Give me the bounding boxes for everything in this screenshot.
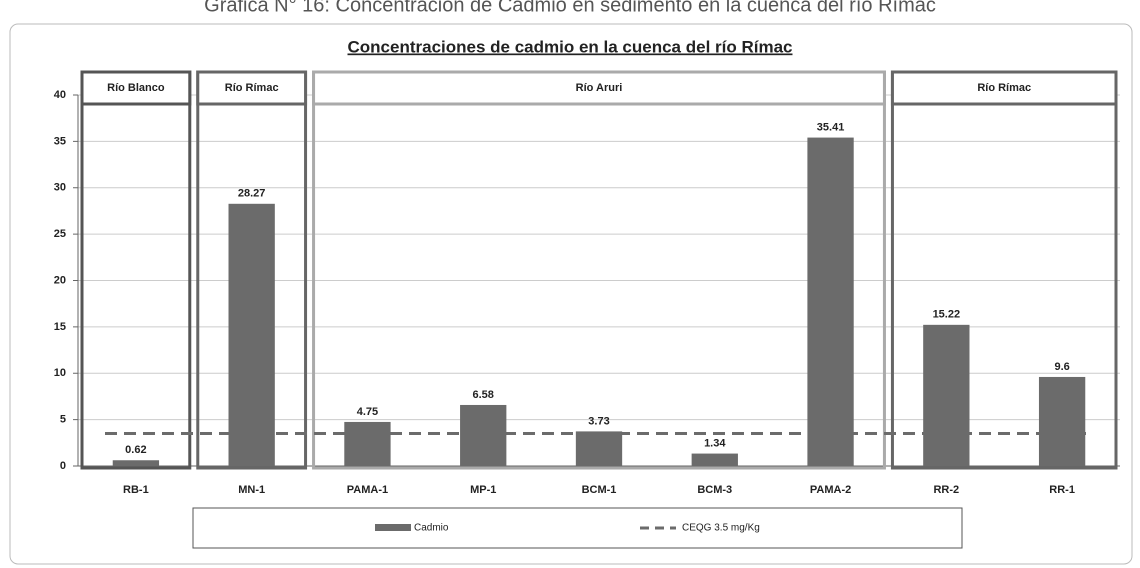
legend-swatch: [375, 524, 411, 531]
x-tick-label: MP-1: [470, 484, 496, 496]
chart-title: Concentraciones de cadmio en la cuenca d…: [348, 37, 793, 56]
y-tick-label: 10: [54, 367, 66, 379]
bar: [460, 404, 507, 466]
bar: [807, 137, 854, 466]
bar: [112, 460, 160, 466]
y-tick-label: 40: [54, 89, 66, 101]
group-header: [312, 70, 886, 106]
data-label: 15.22: [933, 309, 961, 321]
x-tick-label: RR-2: [933, 484, 959, 496]
x-tick-label: RB-1: [123, 484, 149, 496]
y-tick-label: 35: [54, 135, 66, 147]
x-tick-label: BCM-3: [697, 484, 732, 496]
data-label: 9.6: [1054, 361, 1069, 373]
y-tick-label: 25: [54, 228, 66, 240]
bar: [228, 203, 275, 466]
group-label: Río Blanco: [107, 82, 165, 94]
x-tick-label: MN-1: [238, 484, 265, 496]
group-label: Río Aruri: [576, 82, 623, 94]
group-header: [80, 70, 192, 106]
data-label: 0.62: [125, 444, 146, 456]
data-label: 35.41: [817, 121, 845, 133]
y-tick-label: 20: [54, 274, 66, 286]
data-label: 4.75: [357, 406, 378, 418]
legend-box: [192, 507, 963, 549]
caption: Gráfica N° 16: Concentración de Cadmio e…: [204, 0, 936, 16]
bar: [575, 431, 623, 466]
data-label: 1.34: [704, 437, 726, 449]
y-tick-label: 5: [60, 414, 66, 426]
chart-border: [9, 23, 1133, 565]
y-tick-label: 15: [54, 321, 66, 333]
bar: [1038, 376, 1086, 466]
legend-label: CEQG 3.5 mg/Kg: [682, 523, 760, 534]
group-label: Río Rímac: [225, 82, 279, 94]
x-tick-label: BCM-1: [582, 484, 617, 496]
group-header: [196, 70, 308, 106]
data-label: 3.73: [588, 415, 609, 427]
y-tick-label: 30: [54, 182, 66, 194]
data-label: 28.27: [238, 188, 266, 200]
group-label: Río Rímac: [977, 82, 1031, 94]
bar: [923, 324, 970, 466]
x-tick-label: PAMA-2: [810, 484, 851, 496]
bar: [691, 453, 738, 466]
x-tick-label: PAMA-1: [347, 484, 388, 496]
data-label: 6.58: [473, 389, 494, 401]
group-box: [312, 70, 886, 470]
bar: [344, 421, 391, 466]
legend-label: Cadmio: [414, 523, 449, 534]
group-header: [890, 70, 1118, 106]
group-box: [80, 70, 192, 470]
x-tick-label: RR-1: [1049, 484, 1075, 496]
y-tick-label: 0: [60, 460, 66, 472]
